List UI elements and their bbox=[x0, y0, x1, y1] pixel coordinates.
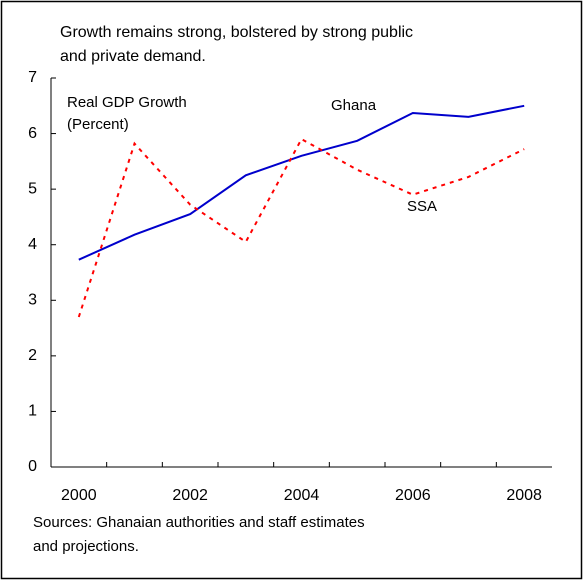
source-note: Sources: Ghanaian authorities and staff … bbox=[33, 514, 365, 531]
y-tick-label: 0 bbox=[28, 458, 37, 475]
y-tick-label: 7 bbox=[28, 69, 37, 86]
y-tick-label: 5 bbox=[28, 180, 37, 197]
x-tick-label: 2000 bbox=[61, 487, 97, 504]
x-tick-label: 2006 bbox=[395, 487, 431, 504]
chart-title: Growth remains strong, bolstered by stro… bbox=[60, 24, 413, 41]
y-tick-label: 4 bbox=[28, 236, 37, 253]
series-line bbox=[78, 104, 525, 261]
annotation: (Percent) bbox=[67, 116, 129, 133]
x-tick-label: 2008 bbox=[506, 487, 542, 504]
series-label: SSA bbox=[407, 198, 437, 215]
series-line bbox=[77, 137, 525, 318]
y-tick-label: 6 bbox=[28, 125, 37, 142]
source-note: and projections. bbox=[33, 538, 139, 555]
y-tick-label: 3 bbox=[28, 292, 37, 309]
chart-title: and private demand. bbox=[60, 48, 206, 65]
x-tick-label: 2002 bbox=[172, 487, 208, 504]
series-label: Ghana bbox=[331, 97, 377, 114]
annotation: Real GDP Growth bbox=[67, 94, 187, 111]
y-tick-label: 1 bbox=[28, 403, 37, 420]
y-tick-label: 2 bbox=[28, 347, 37, 364]
x-tick-label: 2004 bbox=[284, 487, 320, 504]
